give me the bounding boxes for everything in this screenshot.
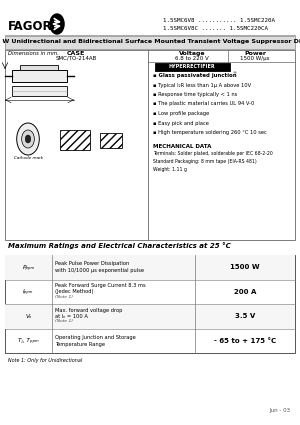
Bar (5, 255, 295, 353)
Text: ▪ Glass passivated junction: ▪ Glass passivated junction (153, 73, 237, 78)
Text: Voltage: Voltage (179, 51, 205, 56)
Text: Cathode mark: Cathode mark (14, 156, 43, 160)
Text: with 10/1000 μs exponential pulse: with 10/1000 μs exponential pulse (55, 268, 144, 273)
Bar (60, 130, 90, 150)
Text: Weight: 1.11 g: Weight: 1.11 g (153, 167, 187, 173)
Text: Tⱼ, Tₚₚₘ: Tⱼ, Tₚₚₘ (18, 338, 39, 343)
Text: (Jedec Method): (Jedec Method) (55, 289, 94, 294)
Text: (Note 1): (Note 1) (55, 319, 73, 323)
Text: Jun - 03: Jun - 03 (269, 408, 290, 413)
Text: (Note 1): (Note 1) (55, 295, 73, 299)
Text: Power: Power (244, 51, 266, 56)
Text: ▪ The plastic material carries UL 94 V-0: ▪ The plastic material carries UL 94 V-0 (153, 102, 254, 107)
Text: Operating Junction and Storage: Operating Junction and Storage (55, 335, 136, 340)
Text: Terminals: Solder plated, solderable per IEC 68-2-20: Terminals: Solder plated, solderable per… (153, 151, 273, 156)
Text: CASE: CASE (67, 51, 85, 56)
Text: Max. forward voltage drop: Max. forward voltage drop (55, 308, 122, 313)
Text: Pₚₚₘ: Pₚₚₘ (22, 265, 34, 270)
Text: ▪ High temperature soldering 260 °C 10 sec: ▪ High temperature soldering 260 °C 10 s… (153, 130, 267, 135)
Text: ▪ Response time typically < 1 ns: ▪ Response time typically < 1 ns (153, 92, 237, 97)
Text: 1500 W: 1500 W (230, 264, 260, 270)
Bar (5, 304, 295, 329)
Bar (20, 65, 58, 70)
Text: FAGOR: FAGOR (8, 20, 52, 33)
Bar (12, 70, 67, 82)
Bar (5, 255, 295, 280)
Text: 1.5SMC6V8 ........... 1.5SMC220A: 1.5SMC6V8 ........... 1.5SMC220A (163, 18, 275, 23)
Text: 200 A: 200 A (234, 289, 256, 295)
Text: ▪ Easy pick and place: ▪ Easy pick and place (153, 121, 209, 125)
Text: 1500 W/μs: 1500 W/μs (240, 56, 270, 61)
Text: HYPERRECTIFIER: HYPERRECTIFIER (169, 65, 215, 70)
Text: 3.5 V: 3.5 V (235, 313, 255, 319)
Circle shape (50, 14, 64, 34)
Bar (12, 86, 67, 96)
Text: at Iₙ = 100 A: at Iₙ = 100 A (55, 314, 88, 319)
Text: SMC/TO-214AB: SMC/TO-214AB (56, 56, 97, 61)
Circle shape (22, 130, 34, 148)
Bar (100, 133, 122, 148)
Text: Dimensions in mm.: Dimensions in mm. (8, 51, 59, 56)
Text: - 65 to + 175 °C: - 65 to + 175 °C (214, 338, 276, 344)
Text: Peak Forward Surge Current 8.3 ms: Peak Forward Surge Current 8.3 ms (55, 283, 146, 288)
Text: MECHANICAL DATA: MECHANICAL DATA (153, 144, 212, 148)
FancyBboxPatch shape (155, 63, 230, 71)
Text: Temperature Range: Temperature Range (55, 342, 105, 347)
Text: Peak Pulse Power Dissipation: Peak Pulse Power Dissipation (55, 261, 129, 266)
Text: 1500 W Unidirectional and Bidirectional Surface Mounted Transient Voltage Suppre: 1500 W Unidirectional and Bidirectional … (0, 40, 300, 45)
Text: Note 1: Only for Unidirectional: Note 1: Only for Unidirectional (8, 358, 82, 363)
Text: Iₚₚₘ: Iₚₚₘ (23, 289, 34, 294)
Text: Standard Packaging: 8 mm tape (EIA-RS 481): Standard Packaging: 8 mm tape (EIA-RS 48… (153, 159, 257, 164)
Circle shape (17, 123, 39, 155)
Text: Vₙ: Vₙ (25, 314, 32, 319)
FancyBboxPatch shape (5, 36, 295, 49)
Circle shape (25, 135, 31, 143)
Text: ®: ® (232, 71, 236, 75)
Text: 6.8 to 220 V: 6.8 to 220 V (175, 56, 209, 61)
Text: 1.5SMC6V8C ....... 1.5SMC220CA: 1.5SMC6V8C ....... 1.5SMC220CA (163, 26, 268, 31)
Text: ▪ Typical I₂R less than 1μ A above 10V: ▪ Typical I₂R less than 1μ A above 10V (153, 82, 251, 88)
Text: ▪ Low profile package: ▪ Low profile package (153, 111, 209, 116)
FancyBboxPatch shape (5, 50, 295, 240)
Text: Maximum Ratings and Electrical Characteristics at 25 °C: Maximum Ratings and Electrical Character… (8, 242, 231, 249)
